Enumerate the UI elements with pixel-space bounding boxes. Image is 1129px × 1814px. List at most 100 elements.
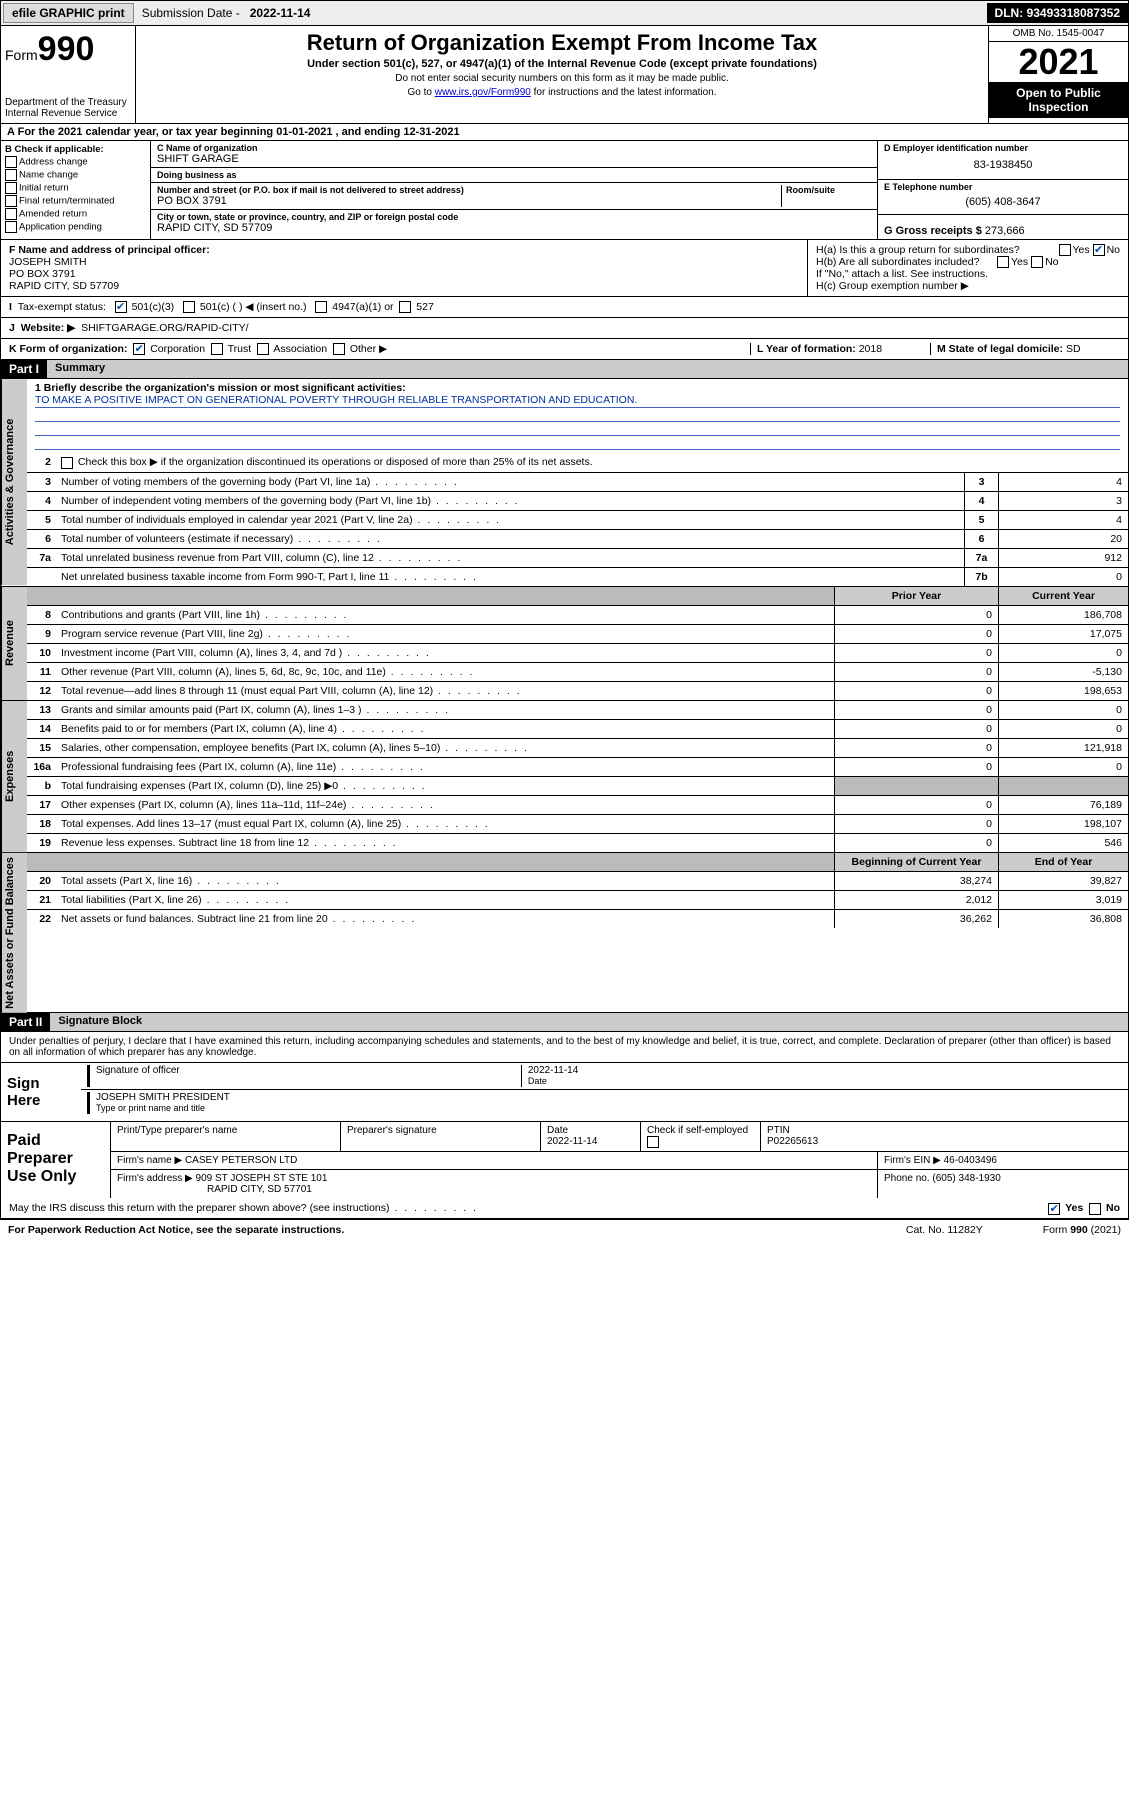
- check-527[interactable]: [399, 301, 411, 313]
- may-irs-text: May the IRS discuss this return with the…: [9, 1202, 478, 1214]
- summary-line: 19Revenue less expenses. Subtract line 1…: [27, 834, 1128, 852]
- part-ii-header: Part II Signature Block: [0, 1013, 1129, 1032]
- prior-year-hdr: Prior Year: [834, 587, 998, 605]
- ha-no[interactable]: [1093, 244, 1105, 256]
- hb-note: If "No," attach a list. See instructions…: [816, 268, 1120, 280]
- summary-line: 20Total assets (Part X, line 16)38,27439…: [27, 872, 1128, 891]
- part-i-governance: Activities & Governance 1 Briefly descri…: [0, 379, 1129, 586]
- omb-number: OMB No. 1545-0047: [989, 26, 1128, 42]
- vtab-netassets: Net Assets or Fund Balances: [1, 853, 27, 1013]
- summary-line: 4Number of independent voting members of…: [27, 492, 1128, 511]
- firm-phone: (605) 348-1930: [932, 1173, 1000, 1184]
- submission-date: 2022-11-14: [246, 4, 315, 22]
- summary-line: 8Contributions and grants (Part VIII, li…: [27, 606, 1128, 625]
- vtab-governance: Activities & Governance: [1, 379, 27, 585]
- efile-topbar: efile GRAPHIC print Submission Date - 20…: [0, 0, 1129, 26]
- row-i-tax-status: I Tax-exempt status: 501(c)(3) 501(c) ( …: [0, 297, 1129, 318]
- mission-text: TO MAKE A POSITIVE IMPACT ON GENERATIONA…: [35, 394, 1120, 408]
- signer-name: JOSEPH SMITH PRESIDENT: [96, 1092, 230, 1103]
- org-name: SHIFT GARAGE: [157, 153, 871, 165]
- summary-line: 13Grants and similar amounts paid (Part …: [27, 701, 1128, 720]
- ein-value: 83-1938450: [884, 153, 1122, 177]
- check-501c[interactable]: [183, 301, 195, 313]
- current-year-hdr: Current Year: [998, 587, 1128, 605]
- hb-no[interactable]: [1031, 256, 1043, 268]
- signature-block: Under penalties of perjury, I declare th…: [0, 1032, 1129, 1219]
- check-trust[interactable]: [211, 343, 223, 355]
- firm-addr2: RAPID CITY, SD 57701: [207, 1184, 312, 1195]
- sig-date: 2022-11-14: [528, 1065, 578, 1076]
- check-name-change[interactable]: [5, 169, 17, 181]
- row-klm: K Form of organization: Corporation Trus…: [0, 339, 1129, 360]
- form-title: Return of Organization Exempt From Incom…: [144, 30, 980, 56]
- ssn-note: Do not enter social security numbers on …: [144, 73, 980, 84]
- check-501c3[interactable]: [115, 301, 127, 313]
- form-header: Form990 Department of the Treasury Inter…: [0, 26, 1129, 124]
- summary-line: 10Investment income (Part VIII, column (…: [27, 644, 1128, 663]
- state-domicile: SD: [1066, 343, 1081, 355]
- officer-addr1: PO BOX 3791: [9, 268, 76, 280]
- ha-yes[interactable]: [1059, 244, 1071, 256]
- may-irs-yes[interactable]: [1048, 1203, 1060, 1215]
- submission-date-label: Submission Date -: [136, 4, 246, 22]
- summary-line: 16aProfessional fundraising fees (Part I…: [27, 758, 1128, 777]
- officer-name: JOSEPH SMITH: [9, 256, 87, 268]
- summary-line: 17Other expenses (Part IX, column (A), l…: [27, 796, 1128, 815]
- check-amended[interactable]: [5, 208, 17, 220]
- efile-print-button[interactable]: efile GRAPHIC print: [3, 3, 134, 23]
- check-app-pending[interactable]: [5, 221, 17, 233]
- officer-label: F Name and address of principal officer:: [9, 244, 210, 256]
- page-footer: For Paperwork Reduction Act Notice, see …: [0, 1219, 1129, 1240]
- summary-line: 15Salaries, other compensation, employee…: [27, 739, 1128, 758]
- check-initial-return[interactable]: [5, 182, 17, 194]
- part-i-netassets: Net Assets or Fund Balances Beginning of…: [0, 853, 1129, 1014]
- vtab-expenses: Expenses: [1, 701, 27, 852]
- check-4947[interactable]: [315, 301, 327, 313]
- officer-addr2: RAPID CITY, SD 57709: [9, 280, 119, 292]
- summary-line: 12Total revenue—add lines 8 through 11 (…: [27, 682, 1128, 700]
- paid-preparer-label: Paid Preparer Use Only: [1, 1122, 111, 1198]
- website-value: SHIFTGARAGE.ORG/RAPID-CITY/: [81, 322, 248, 334]
- summary-line: 18Total expenses. Add lines 13–17 (must …: [27, 815, 1128, 834]
- footer-mid: Cat. No. 11282Y: [906, 1224, 983, 1236]
- check-final-return[interactable]: [5, 195, 17, 207]
- part-i-expenses: Expenses 13Grants and similar amounts pa…: [0, 701, 1129, 853]
- city-label: City or town, state or province, country…: [157, 212, 871, 222]
- summary-line: 5Total number of individuals employed in…: [27, 511, 1128, 530]
- summary-line: 3Number of voting members of the governi…: [27, 473, 1128, 492]
- addr-label: Number and street (or P.O. box if mail i…: [157, 185, 781, 195]
- addr-value: PO BOX 3791: [157, 195, 781, 207]
- may-irs-no[interactable]: [1089, 1203, 1101, 1215]
- beg-year-hdr: Beginning of Current Year: [834, 853, 998, 871]
- summary-line: Net unrelated business taxable income fr…: [27, 568, 1128, 586]
- vtab-revenue: Revenue: [1, 587, 27, 700]
- pp-sig-label: Preparer's signature: [341, 1122, 541, 1151]
- check-self-employed[interactable]: [647, 1136, 659, 1148]
- tax-year: 2021: [989, 42, 1128, 82]
- box-b: B Check if applicable: Address change Na…: [1, 141, 151, 239]
- mission-blank-1: [35, 408, 1120, 422]
- summary-line: 9Program service revenue (Part VIII, lin…: [27, 625, 1128, 644]
- ein-label: D Employer identification number: [884, 143, 1122, 153]
- ptin: P02265613: [767, 1136, 818, 1147]
- tel-value: (605) 408-3647: [884, 192, 1122, 212]
- tel-label: E Telephone number: [884, 182, 1122, 192]
- dept-label: Department of the Treasury: [5, 97, 131, 108]
- check-address-change[interactable]: [5, 156, 17, 168]
- check-assoc[interactable]: [257, 343, 269, 355]
- dln: DLN: 93493318087352: [987, 3, 1128, 23]
- row-f-h: F Name and address of principal officer:…: [0, 240, 1129, 297]
- hb-yes[interactable]: [997, 256, 1009, 268]
- irs-label: Internal Revenue Service: [5, 108, 131, 119]
- firm-addr1: 909 ST JOSEPH ST STE 101: [196, 1173, 328, 1184]
- summary-line: bTotal fundraising expenses (Part IX, co…: [27, 777, 1128, 796]
- part-i-revenue: Revenue Prior Year Current Year 8Contrib…: [0, 587, 1129, 701]
- form990-link[interactable]: www.irs.gov/Form990: [435, 87, 531, 98]
- mission-blank-3: [35, 436, 1120, 450]
- check-corp[interactable]: [133, 343, 145, 355]
- check-other[interactable]: [333, 343, 345, 355]
- summary-line: 7aTotal unrelated business revenue from …: [27, 549, 1128, 568]
- summary-line: 14Benefits paid to or for members (Part …: [27, 720, 1128, 739]
- footer-left: For Paperwork Reduction Act Notice, see …: [8, 1224, 344, 1236]
- check-discontinued[interactable]: [61, 457, 73, 469]
